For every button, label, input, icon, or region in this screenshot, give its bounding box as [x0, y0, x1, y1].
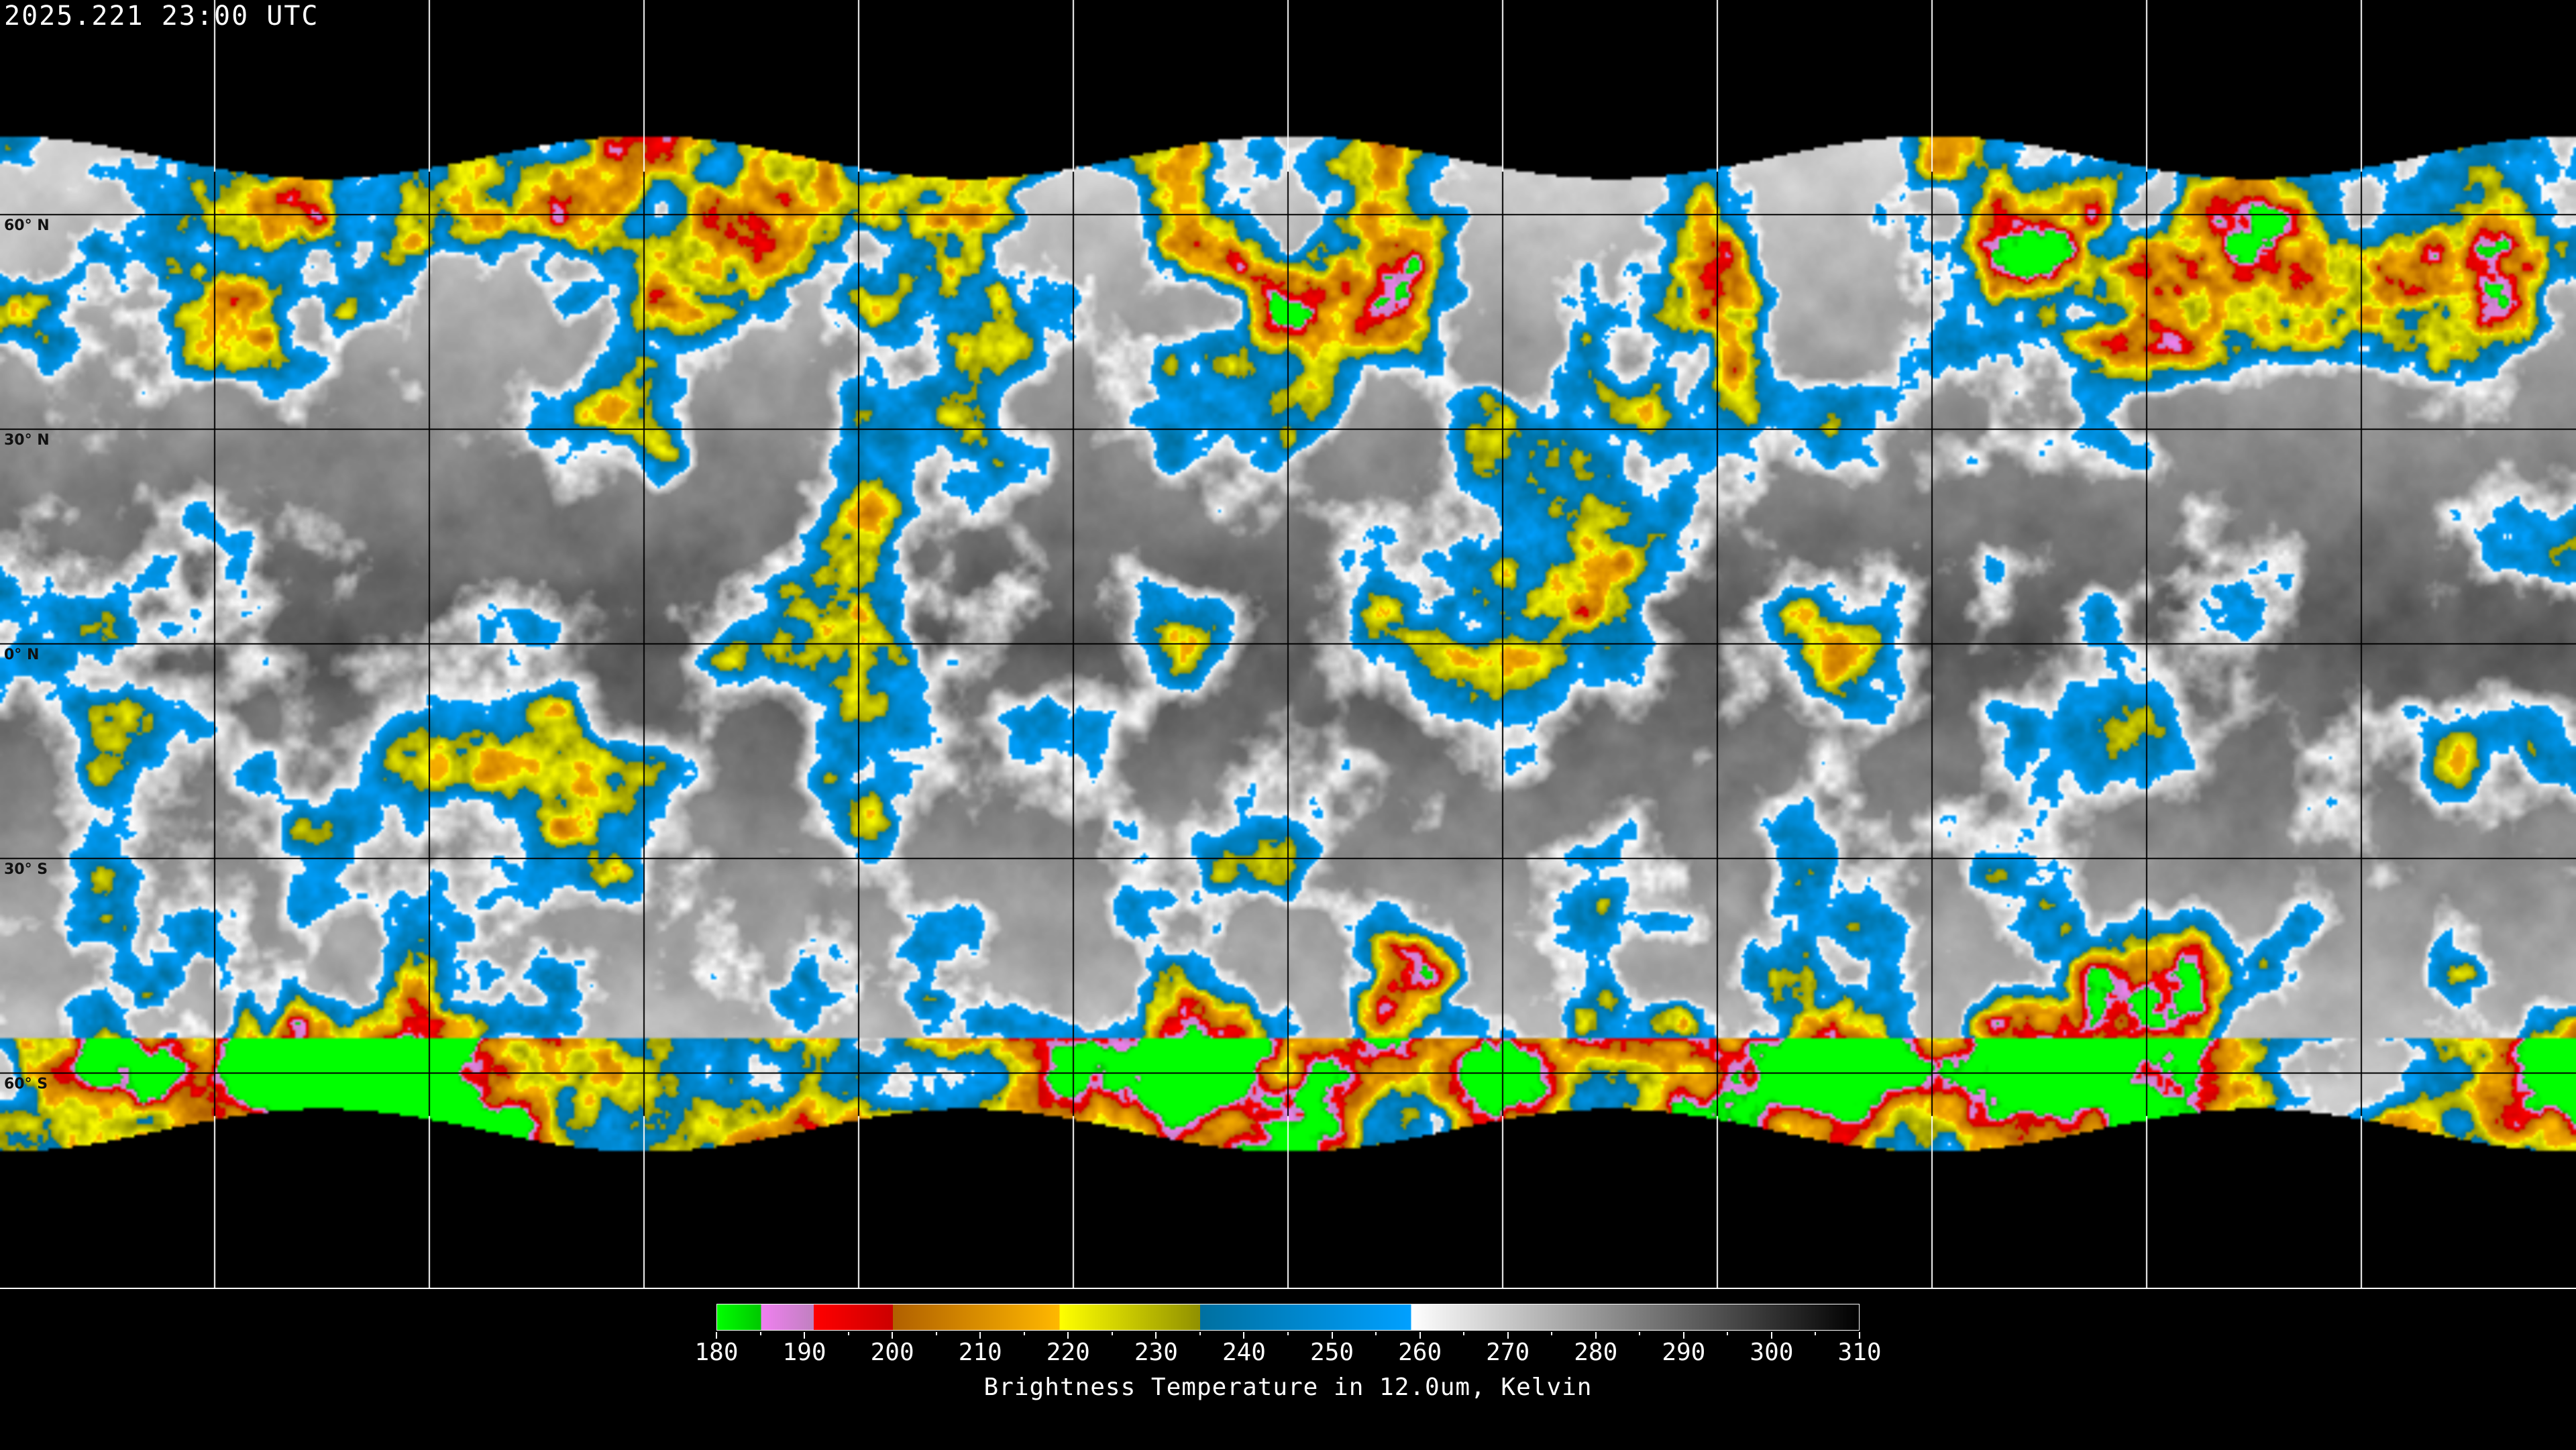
colorbar-tick-label: 200	[870, 1339, 914, 1366]
colorbar-tick-label: 260	[1398, 1339, 1442, 1366]
colorbar-tick	[1727, 1332, 1729, 1335]
colorbar-title: Brightness Temperature in 12.0um, Kelvin	[983, 1374, 1593, 1401]
colorbar-tick-label: 310	[1837, 1339, 1882, 1366]
colorbar-tick-label: 230	[1134, 1339, 1178, 1366]
colorbar-tick	[1770, 1332, 1772, 1339]
colorbar-tick-label: 270	[1486, 1339, 1530, 1366]
colorbar-tick	[1375, 1332, 1377, 1335]
latitude-label: 60° N	[4, 217, 50, 234]
colorbar-tick	[935, 1332, 937, 1335]
colorbar-tick	[1551, 1332, 1553, 1335]
colorbar-tick	[1815, 1332, 1817, 1335]
colorbar-tick	[1287, 1332, 1289, 1335]
colorbar-tick	[1507, 1332, 1509, 1339]
colorbar-tick	[1639, 1332, 1641, 1335]
colorbar	[716, 1304, 1860, 1331]
latitude-label: 60° S	[4, 1076, 48, 1093]
colorbar-tick	[1243, 1332, 1245, 1339]
latitude-label: 0° N	[4, 647, 40, 663]
colorbar-tick	[1419, 1332, 1421, 1339]
latitude-label: 30° N	[4, 432, 50, 449]
colorbar-tick	[1682, 1332, 1684, 1339]
colorbar-tick	[1331, 1332, 1333, 1339]
colorbar-tick	[979, 1332, 981, 1339]
colorbar-tick	[847, 1332, 849, 1335]
colorbar-tick	[892, 1332, 894, 1339]
timestamp-label: 2025.221 23:00 UTC	[4, 1, 319, 32]
colorbar-tick-label: 250	[1310, 1339, 1354, 1366]
colorbar-tick	[804, 1332, 806, 1339]
colorbar-tick-label: 210	[958, 1339, 1002, 1366]
colorbar-tick	[1111, 1332, 1113, 1335]
colorbar-tick-label: 280	[1574, 1339, 1618, 1366]
satellite-brightness-temperature-map	[0, 0, 2576, 1288]
colorbar-tick-label: 180	[694, 1339, 739, 1366]
colorbar-tick	[1595, 1332, 1597, 1339]
colorbar-tick	[1155, 1332, 1157, 1339]
colorbar-tick-label: 240	[1222, 1339, 1266, 1366]
latitude-label: 30° S	[4, 861, 48, 878]
colorbar-tick	[759, 1332, 761, 1335]
colorbar-tick-label: 190	[782, 1339, 826, 1366]
colorbar-tick	[1199, 1332, 1201, 1335]
colorbar-tick	[716, 1332, 717, 1339]
colorbar-tick	[1463, 1332, 1465, 1335]
colorbar-tick-label: 290	[1662, 1339, 1706, 1366]
colorbar-tick	[1859, 1332, 1860, 1339]
colorbar-tick-label: 300	[1750, 1339, 1794, 1366]
colorbar-tick	[1067, 1332, 1069, 1339]
colorbar-tick-label: 220	[1046, 1339, 1090, 1366]
colorbar-tick	[1023, 1332, 1025, 1335]
